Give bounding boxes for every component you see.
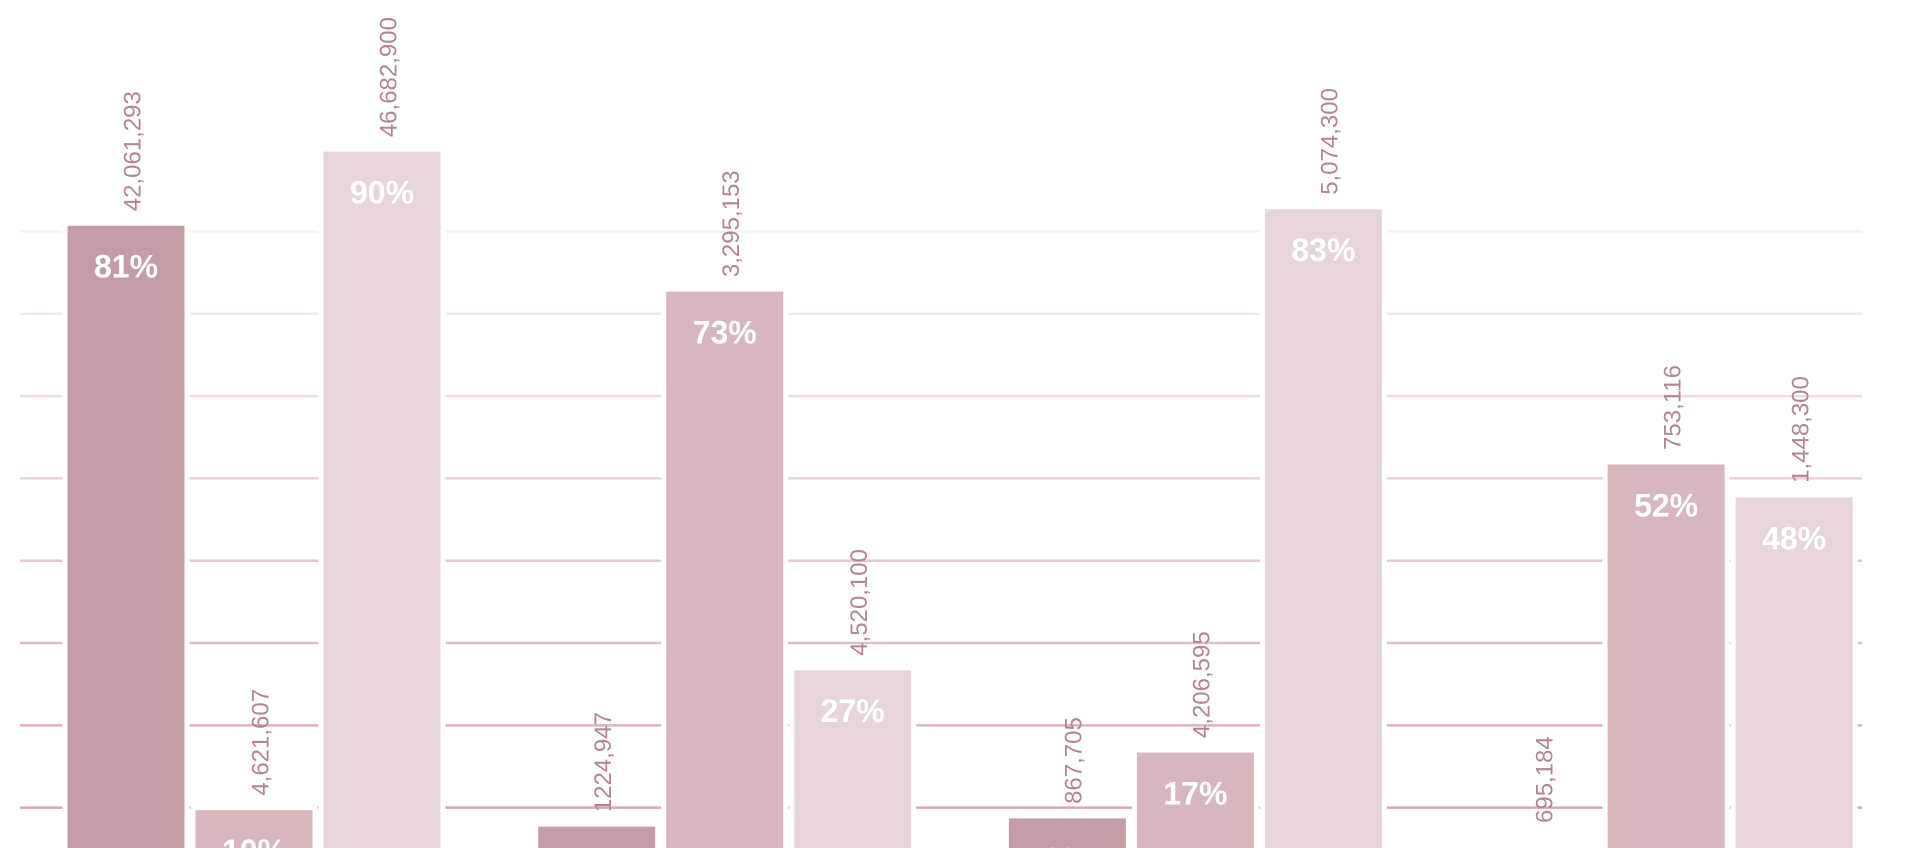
bar-percent-label: 83% [1291, 232, 1355, 268]
bar [789, 665, 917, 848]
bar-percent-label: 52% [1634, 487, 1698, 523]
bar-amount-label: 4,206,595 [1189, 631, 1216, 738]
bar [190, 805, 318, 848]
bar-amount-label: 4,520,100 [846, 549, 873, 656]
bar-percent-label: 81% [94, 249, 158, 285]
bar-percent-label: 73% [693, 315, 757, 351]
bar-amount-label: 753,116 [1659, 365, 1686, 450]
bar-amount-label: 4,621,607 [247, 689, 274, 796]
bar-amount-label: 42,061,293 [119, 91, 146, 211]
bar [1259, 204, 1387, 848]
bar [1730, 492, 1858, 848]
bar-amount-label: 867,705 [1061, 717, 1088, 804]
bar-percent-label: 48% [1762, 520, 1826, 556]
bar-percent-label: 90% [350, 175, 414, 211]
bar-amount-label: 695,184 [1531, 736, 1558, 823]
bar-amount-label: 46,682,900 [375, 17, 402, 137]
bar [1003, 813, 1131, 848]
bar [1131, 747, 1259, 848]
bar [661, 286, 789, 848]
bar-amount-label: 1,448,300 [1787, 376, 1814, 483]
bar-percent-label: 27% [821, 693, 885, 729]
bar [318, 146, 446, 848]
bar-amount-label: 5,074,300 [1317, 88, 1344, 195]
bar [1602, 459, 1730, 848]
bar [62, 220, 190, 848]
bar-amount-label: 3,295,153 [718, 170, 745, 277]
bar-percent-label: 9% [1044, 841, 1090, 848]
bar-percent-label: 10% [222, 833, 286, 848]
bar [533, 821, 661, 848]
bar-amount-label: 1224,947 [590, 712, 617, 812]
bar-percent-label: 17% [1163, 776, 1227, 812]
